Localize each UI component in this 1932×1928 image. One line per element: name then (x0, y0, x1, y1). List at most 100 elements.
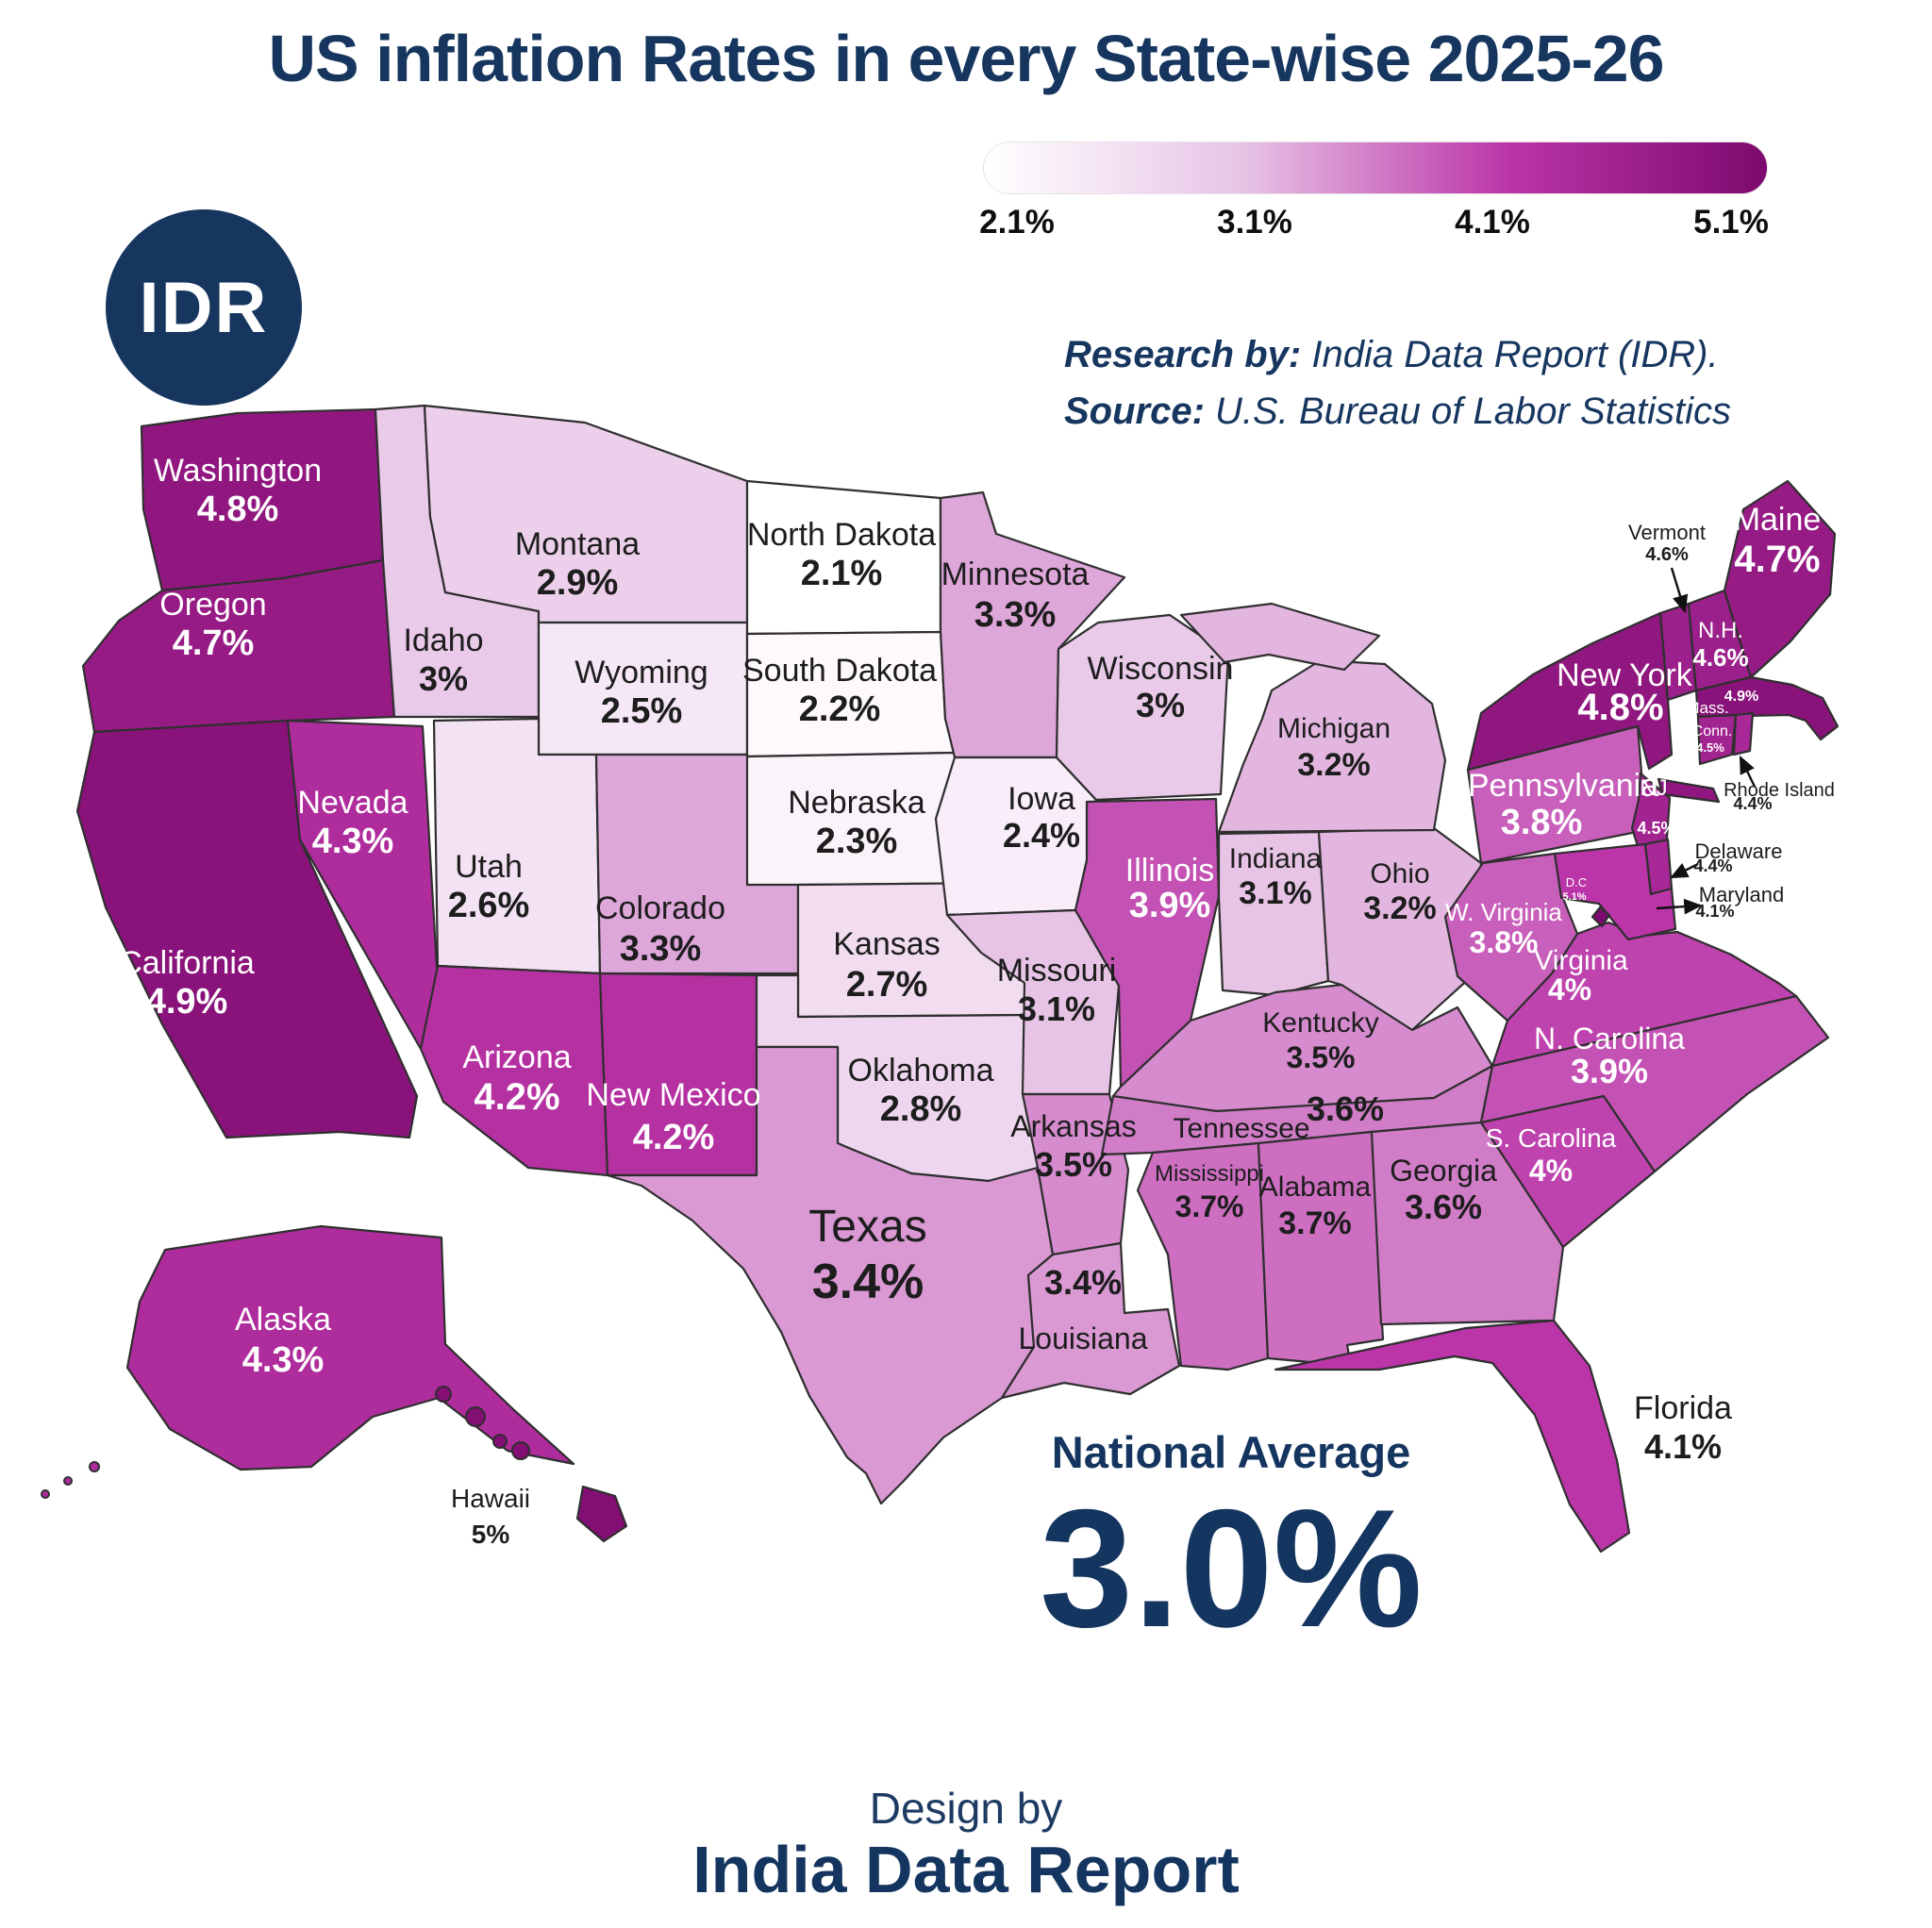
state-value-MN: 3.3% (974, 595, 1057, 635)
state-name-SD: South Dakota (742, 653, 937, 689)
state-name-DE: Delaware (1695, 839, 1783, 863)
state-name-ND: North Dakota (747, 517, 936, 553)
state-value-NC: 3.9% (1571, 1052, 1648, 1090)
vermont-arrow (1670, 567, 1689, 614)
state-name-AZ: Arizona (462, 1039, 571, 1075)
leader-arrows-layer (1656, 567, 1757, 915)
state-value-NH: 4.6% (1692, 643, 1748, 672)
state-value-DE: 4.4% (1693, 856, 1732, 875)
state-value-AL: 3.7% (1278, 1205, 1352, 1241)
state-value-TX: 3.4% (812, 1255, 924, 1309)
state-name-OK: Oklahoma (848, 1053, 994, 1089)
state-value-PA: 3.8% (1501, 803, 1583, 842)
state-name-KS: Kansas (833, 926, 940, 962)
state-name-IA: Iowa (1008, 781, 1075, 817)
state-value-CT: 4.5% (1696, 740, 1724, 755)
maryland-arrow (1656, 898, 1703, 915)
brand-name: India Data Report (692, 1833, 1240, 1906)
state-name-TN: Tennessee (1173, 1113, 1309, 1144)
state-name-GA: Georgia (1390, 1154, 1497, 1188)
state-island-AK-1 (63, 1476, 73, 1486)
state-name-CA: California (119, 945, 255, 981)
state-shape-FL (1274, 1319, 1631, 1554)
state-shape-HI (575, 1485, 628, 1543)
state-value-LA: 3.4% (1044, 1263, 1122, 1302)
state-value-NM: 4.2% (633, 1118, 715, 1157)
state-name-WV: W. Virginia (1445, 898, 1562, 926)
state-value-AR: 3.5% (1035, 1145, 1112, 1184)
state-name-KY: Kentucky (1262, 1007, 1378, 1039)
state-name-FL: Florida (1634, 1390, 1732, 1426)
state-name-ME: Maine (1734, 502, 1822, 538)
state-name-MS: Mississippi (1155, 1161, 1264, 1187)
state-name-TX: Texas (808, 1202, 926, 1252)
state-name-AL: Alabama (1259, 1172, 1372, 1203)
state-shapes-layer (41, 404, 1840, 1554)
state-name-OH: Ohio (1370, 858, 1429, 889)
state-shape-AK (125, 1224, 575, 1471)
state-name-MD: Maryland (1699, 883, 1784, 906)
state-value-RI: 4.4% (1733, 794, 1772, 813)
state-value-ME: 4.7% (1734, 539, 1820, 580)
state-value-ID: 3% (419, 659, 468, 698)
state-name-ID: Idaho (403, 623, 483, 658)
state-name-WY: Wyoming (575, 655, 708, 690)
state-name-MA: Mass. (1686, 699, 1728, 717)
state-name-AR: Arkansas (1010, 1109, 1136, 1143)
state-name-NY: New York (1557, 657, 1693, 693)
state-name-OR: Oregon (159, 587, 266, 623)
state-value-KY: 3.5% (1287, 1040, 1356, 1074)
state-value-CO: 3.3% (620, 929, 702, 969)
idr-logo: IDR (106, 209, 302, 406)
state-name-NE: Nebraska (788, 785, 925, 821)
state-shape-MI-1 (1179, 602, 1381, 672)
state-value-CA: 4.9% (146, 982, 228, 1022)
state-value-AZ: 4.2% (474, 1076, 559, 1118)
state-name-NC: N. Carolina (1534, 1022, 1685, 1055)
state-name-PA: Pennsylvania (1468, 768, 1658, 804)
state-shape-NC (1479, 994, 1830, 1173)
state-name-MI: Michigan (1277, 713, 1391, 744)
page-title: US inflation Rates in every State-wise 2… (268, 22, 1664, 95)
state-value-WY: 2.5% (601, 691, 683, 731)
state-value-ND: 2.1% (801, 554, 883, 593)
research-by-value: India Data Report (IDR). (1301, 334, 1719, 375)
state-value-VA: 4% (1548, 972, 1591, 1006)
state-value-OK: 2.8% (880, 1089, 962, 1129)
state-value-OH: 3.2% (1363, 890, 1437, 926)
state-value-WV: 3.8% (1470, 925, 1539, 959)
state-shape-OH (1317, 826, 1483, 1032)
state-value-VT: 4.6% (1645, 544, 1689, 565)
state-value-WI: 3% (1136, 686, 1185, 724)
state-name-MO: Missouri (997, 953, 1117, 989)
source-label: Source: (1064, 391, 1205, 432)
state-island-AK-2 (41, 1489, 50, 1499)
state-value-NY: 4.8% (1577, 687, 1663, 728)
state-name-LA: Louisiana (1019, 1321, 1148, 1355)
state-shape-CT (1696, 713, 1738, 766)
color-scale-gradient-bar (983, 141, 1768, 194)
legend-tick-1: 2.1% (979, 204, 1055, 241)
state-shape-LA (1000, 1241, 1181, 1400)
state-island-AK-0 (89, 1461, 100, 1472)
state-value-OR: 4.7% (173, 623, 255, 663)
state-labels-layer: Washington4.8%Oregon4.7%California4.9%Ne… (119, 453, 1835, 1549)
state-value-SC: 4% (1529, 1154, 1573, 1188)
state-value-NV: 4.3% (312, 822, 394, 861)
state-shape-UT (432, 717, 602, 975)
state-value-IA: 2.4% (1003, 816, 1080, 855)
state-value-MI: 3.2% (1297, 747, 1371, 783)
state-value-IN: 3.1% (1239, 875, 1312, 911)
idr-logo-text: IDR (139, 267, 269, 348)
design-by-text: Design by (869, 1784, 1063, 1833)
state-name-NV: Nevada (297, 785, 408, 821)
state-island-HI-0 (435, 1386, 452, 1403)
state-value-NE: 2.3% (816, 822, 898, 861)
state-value-MT: 2.9% (537, 563, 619, 603)
state-name-IL: Illinois (1125, 853, 1214, 889)
state-value-KS: 2.7% (846, 965, 928, 1005)
state-value-MA: 4.9% (1724, 689, 1758, 705)
state-name-WI: Wisconsin (1088, 651, 1234, 687)
